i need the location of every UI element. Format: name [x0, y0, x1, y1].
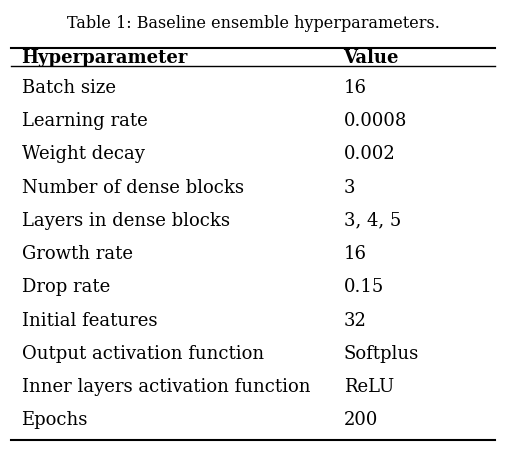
Text: Epochs: Epochs [22, 410, 88, 428]
Text: Inner layers activation function: Inner layers activation function [22, 377, 310, 396]
Text: Batch size: Batch size [22, 78, 115, 97]
Text: 0.0008: 0.0008 [343, 112, 406, 129]
Text: Number of dense blocks: Number of dense blocks [22, 178, 243, 196]
Text: Growth rate: Growth rate [22, 244, 132, 262]
Text: ReLU: ReLU [343, 377, 393, 396]
Text: 16: 16 [343, 78, 366, 97]
Text: Value: Value [343, 49, 398, 67]
Text: 3, 4, 5: 3, 4, 5 [343, 212, 400, 229]
Text: 200: 200 [343, 410, 377, 428]
Text: 16: 16 [343, 244, 366, 262]
Text: 3: 3 [343, 178, 355, 196]
Text: 0.002: 0.002 [343, 145, 394, 163]
Text: Output activation function: Output activation function [22, 344, 263, 362]
Text: Table 1: Baseline ensemble hyperparameters.: Table 1: Baseline ensemble hyperparamete… [67, 15, 438, 32]
Text: Weight decay: Weight decay [22, 145, 144, 163]
Text: Drop rate: Drop rate [22, 278, 110, 296]
Text: Hyperparameter: Hyperparameter [22, 49, 187, 67]
Text: Softplus: Softplus [343, 344, 418, 362]
Text: Layers in dense blocks: Layers in dense blocks [22, 212, 229, 229]
Text: Initial features: Initial features [22, 311, 157, 329]
Text: 32: 32 [343, 311, 366, 329]
Text: Learning rate: Learning rate [22, 112, 147, 129]
Text: 0.15: 0.15 [343, 278, 383, 296]
